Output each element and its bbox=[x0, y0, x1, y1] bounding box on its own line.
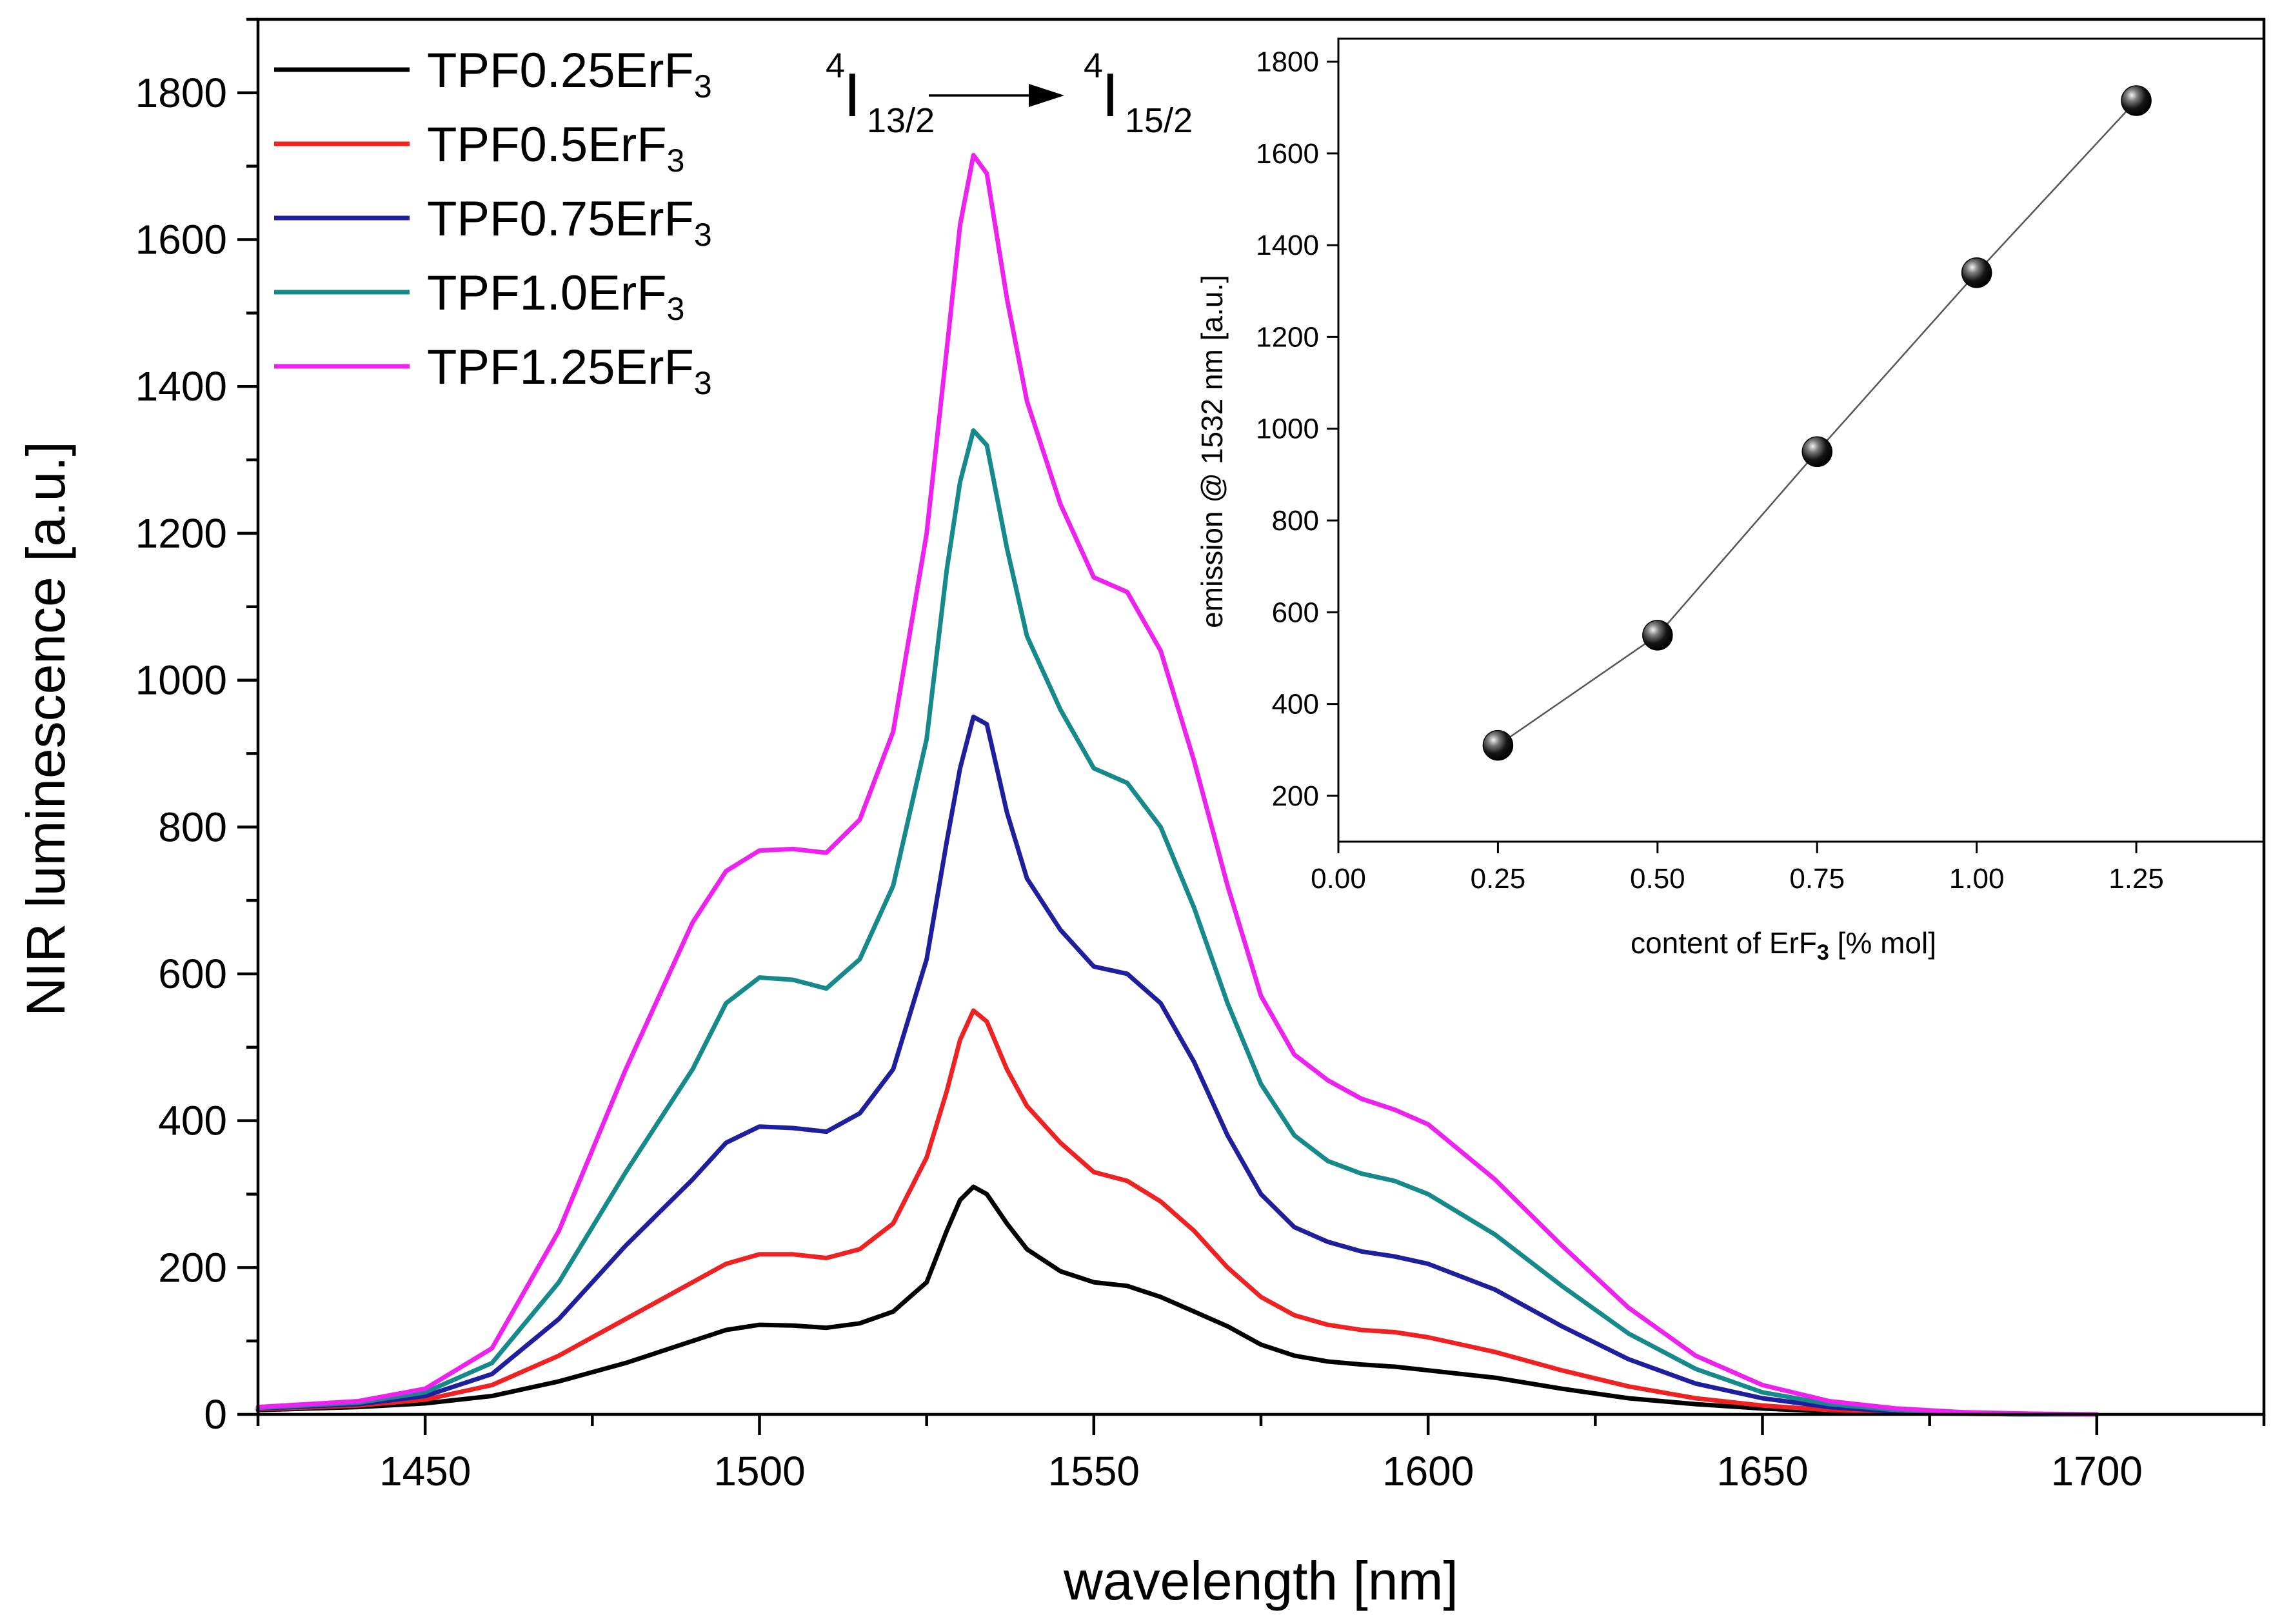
inset-connecting-line bbox=[1497, 100, 2138, 746]
main-chart: 1450 1500 1550 1600 1650 1700 0 200 400 600 800 10… bbox=[15, 17, 2266, 1611]
series-line-0 bbox=[255, 1184, 2099, 1417]
main-y-tick-label-3: 600 bbox=[158, 951, 227, 997]
legend-label-3: TPF1.0ErF3 bbox=[427, 266, 684, 327]
inset-plot-frame bbox=[1337, 37, 2265, 843]
legend: TPF0.25ErF3TPF0.5ErF3TPF0.75ErF3TPF1.0Er… bbox=[274, 43, 712, 401]
inset-point-3 bbox=[1961, 257, 1992, 288]
inset-chart: 0.00 0.25 0.50 0.75 1.00 1.25 200 400 600 800 100… bbox=[1195, 37, 2265, 965]
main-y-tick-label-7: 1400 bbox=[135, 363, 227, 410]
main-y-tick-label-1: 200 bbox=[158, 1244, 227, 1291]
main-x-tick-label-1: 1500 bbox=[713, 1448, 805, 1494]
inset-y-tick-label-6: 1400 bbox=[1256, 230, 1319, 261]
main-x-tick-label-3: 1600 bbox=[1382, 1448, 1474, 1494]
annotation-to-sub: 15/2 bbox=[1125, 101, 1193, 140]
legend-label-sub-1: 3 bbox=[667, 143, 685, 179]
main-x-tick-label-2: 1550 bbox=[1048, 1448, 1140, 1494]
legend-label-main-1: TPF0.5ErF bbox=[427, 117, 667, 172]
inset-point-4 bbox=[2121, 85, 2152, 116]
inset-y-tick-label-8: 1800 bbox=[1256, 46, 1319, 78]
annotation-from-main: I bbox=[844, 61, 861, 130]
series-line-2 bbox=[255, 715, 2099, 1417]
inset-y-axis-label: emission @ 1532 nm [a.u.] bbox=[1195, 275, 1229, 628]
inset-point-0 bbox=[1482, 729, 1514, 761]
inset-x-tick-label-1: 0.25 bbox=[1471, 863, 1526, 895]
main-curves bbox=[255, 153, 2099, 1417]
main-x-tick-label-5: 1700 bbox=[2051, 1448, 2143, 1494]
inset-point-1 bbox=[1642, 620, 1673, 651]
inset-x-tick-label-4: 1.00 bbox=[1949, 863, 2005, 895]
series-line-3 bbox=[255, 428, 2099, 1417]
inset-x-axis-label-tail: [% mol] bbox=[1829, 926, 1936, 960]
inset-x-tick-label-2: 0.50 bbox=[1630, 863, 1685, 895]
main-x-axis-label: wavelength [nm] bbox=[1063, 1550, 1458, 1611]
inset-y-tick-label-2: 600 bbox=[1272, 597, 1319, 628]
main-x-tick-label-0: 1450 bbox=[379, 1448, 471, 1494]
main-y-tick-label-4: 800 bbox=[158, 804, 227, 850]
legend-label-0: TPF0.25ErF3 bbox=[427, 43, 712, 104]
series-line-1 bbox=[255, 1008, 2099, 1417]
inset-y-tick-label-7: 1600 bbox=[1256, 138, 1319, 170]
inset-x-tick-label-5: 1.25 bbox=[2108, 863, 2164, 895]
annotation-arrow-head bbox=[1029, 84, 1064, 107]
main-y-tick-label-2: 400 bbox=[158, 1098, 227, 1144]
legend-label-main-2: TPF0.75ErF bbox=[427, 192, 694, 246]
main-y-tick-label-9: 1800 bbox=[135, 70, 227, 116]
inset-x-axis-label: content of ErF3 [% mol] bbox=[1631, 926, 1936, 965]
inset-y-tick-label-3: 800 bbox=[1272, 505, 1319, 537]
series-line-4 bbox=[255, 153, 2099, 1417]
inset-x-axis-label-sub: 3 bbox=[1817, 940, 1829, 965]
inset-x-axis-label-main: content of ErF bbox=[1631, 926, 1817, 960]
main-y-tick-label-0: 0 bbox=[204, 1391, 227, 1438]
main-y-tick-label-6: 1200 bbox=[135, 510, 227, 557]
inset-x-tick-label-0: 0.00 bbox=[1311, 863, 1366, 895]
legend-label-main-0: TPF0.25ErF bbox=[427, 43, 694, 98]
inset-y-axis: 200 400 600 800 1000 1200 1400 1600 1800 bbox=[1256, 46, 1338, 812]
main-y-axis-label: NIR luminescence [a.u.] bbox=[15, 441, 76, 1016]
legend-label-sub-4: 3 bbox=[694, 365, 712, 401]
legend-label-main-3: TPF1.0ErF bbox=[427, 266, 667, 321]
main-x-tick-label-4: 1650 bbox=[1716, 1448, 1808, 1494]
inset-x-tick-label-3: 0.75 bbox=[1789, 863, 1845, 895]
legend-label-sub-3: 3 bbox=[667, 291, 685, 327]
main-y-axis: 0 200 400 600 800 1000 1200 1400 1600 1800 bbox=[135, 17, 258, 1438]
inset-x-axis: 0.00 0.25 0.50 0.75 1.00 1.25 bbox=[1311, 842, 2164, 895]
main-y-tick-label-5: 1000 bbox=[135, 657, 227, 704]
legend-label-main-4: TPF1.25ErF bbox=[427, 340, 694, 395]
transition-annotation: 4 I 13/2 4 I 15/2 bbox=[826, 46, 1193, 140]
legend-label-sub-2: 3 bbox=[694, 217, 712, 253]
annotation-to-main: I bbox=[1102, 61, 1119, 130]
annotation-to-sup: 4 bbox=[1084, 46, 1103, 85]
main-y-tick-label-8: 1600 bbox=[135, 217, 227, 263]
main-x-axis: 1450 1500 1550 1600 1650 1700 bbox=[256, 1414, 2266, 1494]
legend-label-4: TPF1.25ErF3 bbox=[427, 340, 712, 401]
inset-y-tick-label-4: 1000 bbox=[1256, 413, 1319, 445]
inset-points bbox=[1482, 85, 2152, 761]
inset-y-tick-label-5: 1200 bbox=[1256, 321, 1319, 353]
legend-label-1: TPF0.5ErF3 bbox=[427, 117, 684, 179]
inset-point-2 bbox=[1801, 436, 1832, 468]
annotation-from-sup: 4 bbox=[826, 46, 845, 85]
inset-y-tick-label-0: 200 bbox=[1272, 780, 1319, 812]
legend-label-sub-0: 3 bbox=[694, 68, 712, 104]
inset-y-tick-label-1: 400 bbox=[1272, 689, 1319, 720]
annotation-from-sub: 13/2 bbox=[867, 101, 935, 140]
legend-label-2: TPF0.75ErF3 bbox=[427, 192, 712, 253]
